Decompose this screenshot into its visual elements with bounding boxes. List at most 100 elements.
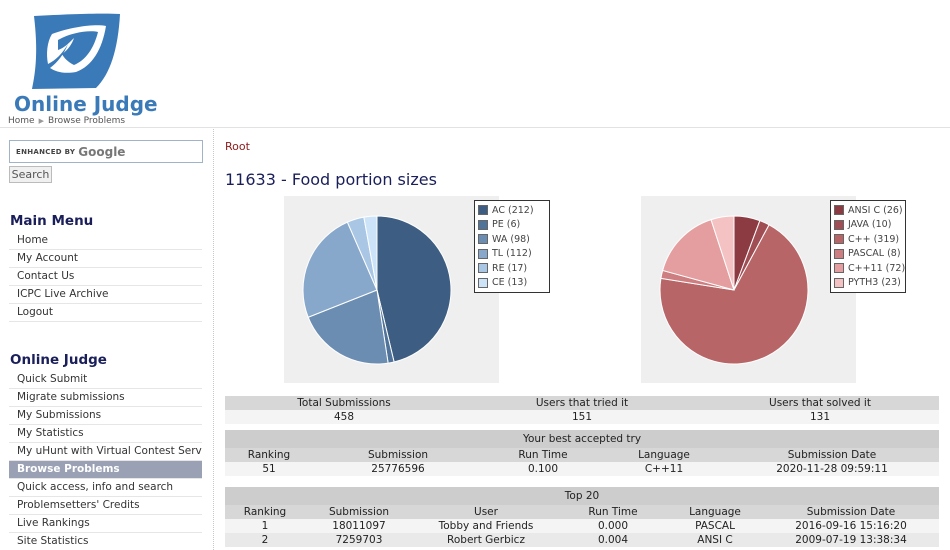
language-chart-panel xyxy=(641,196,856,383)
top20-user-link[interactable]: Robert Gerbicz xyxy=(447,533,525,546)
online-judge-logo-icon[interactable] xyxy=(12,10,137,120)
table-row: 51 25776596 0.100 C++11 2020-11-28 09:59… xyxy=(225,462,940,476)
online-judge-menu-title: Online Judge xyxy=(10,352,107,368)
best-try-language: C++11 xyxy=(644,462,684,475)
summary-header-total: Total Submissions xyxy=(225,396,463,410)
legend-swatch xyxy=(478,219,488,230)
legend-item: PASCAL (8) xyxy=(834,247,902,262)
summary-total-value: 458 xyxy=(333,410,355,423)
legend-item: AC (212) xyxy=(478,203,546,218)
legend-swatch xyxy=(834,248,844,259)
menu-item-site-statistics[interactable]: Site Statistics xyxy=(9,533,202,550)
menu-item-my-statistics[interactable]: My Statistics xyxy=(9,425,202,443)
menu-item-quick-access[interactable]: Quick access, info and search xyxy=(9,479,202,497)
menu-item-contact-us[interactable]: Contact Us xyxy=(9,268,202,286)
verdict-chart-panel xyxy=(284,196,499,383)
legend-label: CE (13) xyxy=(492,277,528,289)
top20-header: Submission xyxy=(305,505,413,519)
search-input[interactable]: ENHANCED BY Google xyxy=(9,140,203,163)
legend-item: ANSI C (26) xyxy=(834,203,903,218)
legend-label: WA (98) xyxy=(492,233,530,245)
legend-label: C++11 (72) xyxy=(848,262,906,274)
language-legend: ANSI C (26) JAVA (10) C++ (319) PASCAL (8) C… xyxy=(830,200,906,293)
breadcrumb-browse-problems[interactable]: Browse Problems xyxy=(47,116,126,126)
top20-caption: Top 20 xyxy=(225,487,940,505)
menu-item-migrate-submissions[interactable]: Migrate submissions xyxy=(9,389,202,407)
legend-label: RE (17) xyxy=(492,262,528,274)
summary-tried-value: 151 xyxy=(571,410,593,423)
summary-header-solved: Users that solved it xyxy=(701,396,939,410)
legend-item: JAVA (10) xyxy=(834,218,902,233)
menu-item-problemsetters-credits[interactable]: Problemsetters' Credits xyxy=(9,497,202,515)
menu-item-my-uhunt[interactable]: My uHunt with Virtual Contest Service xyxy=(9,443,202,461)
top20-table: Top 20 Ranking Submission User Run Time … xyxy=(225,487,940,547)
pie-slice-wa xyxy=(307,289,389,365)
best-try-submission: 25776596 xyxy=(371,462,425,475)
table-row: 2 7259703 Robert Gerbicz 0.004 ANSI C 20… xyxy=(225,533,940,547)
legend-label: TL (112) xyxy=(492,248,532,260)
top20-header: Language xyxy=(667,505,763,519)
main-menu-title: Main Menu xyxy=(10,213,94,229)
legend-label: JAVA (10) xyxy=(848,219,892,231)
online-judge-menu-list: Quick Submit Migrate submissions My Subm… xyxy=(9,371,202,550)
best-try-ranking: 51 xyxy=(262,462,276,475)
top20-runtime: 0.004 xyxy=(597,533,629,546)
top20-ranking: 1 xyxy=(261,519,269,532)
legend-label: PE (6) xyxy=(492,219,521,231)
menu-item-logout[interactable]: Logout xyxy=(9,304,202,322)
breadcrumb-home[interactable]: Home xyxy=(8,116,35,126)
top20-header: Run Time xyxy=(559,505,667,519)
legend-swatch xyxy=(478,248,488,259)
menu-item-home[interactable]: Home xyxy=(9,232,202,250)
logo-text: Online Judge xyxy=(14,92,158,116)
menu-item-browse-problems[interactable]: Browse Problems xyxy=(9,461,202,479)
top20-date: 2016-09-16 15:16:20 xyxy=(795,519,907,532)
pie-slice-ac xyxy=(376,215,452,363)
legend-label: AC (212) xyxy=(492,204,534,216)
pie-slice-c-11 xyxy=(662,219,735,291)
legend-label: PASCAL (8) xyxy=(848,248,901,260)
top20-header: User xyxy=(413,505,559,519)
legend-swatch xyxy=(834,205,844,216)
top20-header: Ranking xyxy=(225,505,305,519)
best-try-table: Your best accepted try Ranking Submissio… xyxy=(225,430,940,476)
top20-submission: 7259703 xyxy=(335,533,383,546)
legend-label: C++ (319) xyxy=(848,233,900,245)
best-try-header: Language xyxy=(603,448,725,462)
search-enhanced-label: ENHANCED BY xyxy=(16,147,76,156)
top20-user-link[interactable]: Tobby and Friends xyxy=(438,519,534,532)
legend-swatch xyxy=(478,277,488,288)
legend-swatch xyxy=(478,263,488,274)
menu-item-my-account[interactable]: My Account xyxy=(9,250,202,268)
pie-slice-c- xyxy=(659,224,809,365)
sidebar: ENHANCED BY Google Search Main Menu Home… xyxy=(0,129,214,550)
top20-header: Submission Date xyxy=(763,505,940,519)
legend-item: C++11 (72) xyxy=(834,261,906,276)
summary-solved-value: 131 xyxy=(809,410,831,423)
best-try-caption: Your best accepted try xyxy=(225,430,940,448)
legend-item: TL (112) xyxy=(478,247,546,262)
legend-item: RE (17) xyxy=(478,261,546,276)
best-try-header: Submission Date xyxy=(725,448,940,462)
menu-item-my-submissions[interactable]: My Submissions xyxy=(9,407,202,425)
legend-item: PYTH3 (23) xyxy=(834,276,902,291)
root-link[interactable]: Root xyxy=(225,140,250,153)
menu-item-quick-submit[interactable]: Quick Submit xyxy=(9,371,202,389)
language-pie-chart xyxy=(659,215,809,365)
table-row: 1 18011097 Tobby and Friends 0.000 PASCA… xyxy=(225,519,940,533)
breadcrumb-separator-icon: ▶ xyxy=(38,117,44,125)
search-button[interactable]: Search xyxy=(9,166,52,183)
legend-item: WA (98) xyxy=(478,232,546,247)
summary-header-tried: Users that tried it xyxy=(463,396,701,410)
legend-swatch xyxy=(478,234,488,245)
best-try-date: 2020-11-28 09:59:11 xyxy=(776,462,888,475)
top20-language: ANSI C xyxy=(697,533,733,546)
best-try-header: Submission xyxy=(313,448,483,462)
menu-item-icpc-live-archive[interactable]: ICPC Live Archive xyxy=(9,286,202,304)
menu-item-live-rankings[interactable]: Live Rankings xyxy=(9,515,202,533)
best-try-header: Run Time xyxy=(483,448,603,462)
legend-label: PYTH3 (23) xyxy=(848,277,901,289)
best-try-runtime: 0.100 xyxy=(527,462,559,475)
legend-label: ANSI C (26) xyxy=(848,204,903,216)
legend-item: CE (13) xyxy=(478,276,546,291)
